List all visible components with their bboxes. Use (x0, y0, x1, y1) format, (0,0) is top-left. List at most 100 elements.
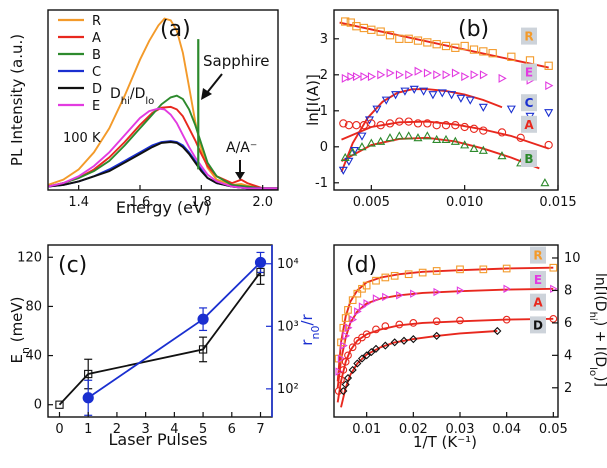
panel-d-point-A (362, 330, 371, 339)
panel-d-point-R (432, 267, 441, 275)
panel-b-badge-E-bg (521, 63, 537, 81)
panel-d-point-D (348, 365, 357, 375)
panel-b-point-B (394, 131, 404, 140)
panel-b-point-B (450, 136, 460, 145)
panel-d-point-A (334, 387, 343, 395)
panel-d-point-A (409, 319, 418, 327)
panel-c-point-En (256, 267, 265, 277)
panel-d-point-E (354, 307, 362, 316)
panel-d-point-E (382, 292, 390, 302)
panel-b-point-B (460, 140, 470, 149)
panel-b-point-R (413, 36, 423, 45)
panel-c-point-rn0 (254, 256, 267, 269)
panel-d-point-D (399, 336, 409, 345)
panel-b-point-A (339, 119, 348, 128)
panel-d-badge-R: R (533, 249, 542, 263)
panel-a-xtick-2-label: 2.0 (252, 195, 273, 210)
panel-b-point-R (376, 27, 385, 36)
panel-b-point-E (360, 72, 369, 82)
panel-b-point-R (460, 41, 469, 51)
panel-d-badge-D-bg (530, 316, 546, 334)
panel-b-point-E (347, 72, 356, 82)
panel-d-badge-E-bg (530, 270, 546, 288)
panel-b-point-C (437, 89, 447, 98)
panel-d-ytick-label: 8 (564, 283, 572, 298)
panel-b-frame (333, 9, 559, 191)
panel-d-point-E (342, 331, 351, 341)
panel-b-point-C (349, 146, 360, 156)
panel-c-line-En (58, 271, 262, 406)
panel-d-point-A (339, 366, 348, 374)
panel-d-point-A (549, 314, 558, 323)
panel-a-frame (47, 9, 279, 191)
panel-d-point-D (367, 348, 376, 357)
panel-d-point-D (343, 373, 353, 383)
panel-b-point-A (479, 126, 488, 135)
panel-d-badge-A-bg (530, 293, 546, 311)
panel-b-point-B (357, 142, 367, 151)
panel-d-point-D (362, 351, 371, 360)
panel-d-tag: (d) (346, 253, 377, 278)
panel-b-point-E (367, 72, 377, 82)
panel-d-point-D (493, 326, 502, 336)
panel-b-ytick--1-label: -1 (315, 176, 328, 191)
panel-b-point-A (441, 121, 451, 130)
panel-b-tag: (b) (458, 17, 489, 42)
panel-b-point-R (441, 41, 451, 51)
panel-d-point-D (353, 359, 362, 368)
panel-a-curves (47, 17, 278, 190)
panel-c-ylabel: En (meV) (8, 296, 32, 363)
a-aminus-label: A/A⁻ (226, 140, 257, 156)
panel-b-point-C (391, 91, 401, 100)
panel-b-point-R (451, 43, 460, 52)
panel-b-point-C (409, 85, 419, 94)
panel-d-point-A (502, 315, 511, 324)
panel-b-point-B (385, 133, 395, 142)
panel-b-point-C (381, 96, 391, 105)
panel-d-point-E (410, 289, 418, 298)
panel-b-point-E (423, 68, 433, 78)
temperature-label: 100 K (63, 131, 101, 146)
panel-b-point-C (344, 157, 354, 166)
panel-b-point-E (451, 68, 461, 78)
panel-b-point-E (442, 70, 451, 80)
legend-label-R: R (92, 14, 101, 29)
panel-c-point-En (84, 369, 93, 379)
panel-c-xtick-0-label: 0 (55, 422, 63, 437)
panel-b-point-R (341, 17, 350, 26)
panel-b-point-B (540, 178, 550, 187)
panel-b-point-E (461, 72, 470, 82)
panel-b-point-B (404, 131, 414, 140)
panel-b-point-A (432, 121, 441, 130)
panel-b-ytick-0-label: 0 (320, 140, 328, 155)
panel-b-point-R (469, 45, 479, 54)
panel-c-ytick-0-label: 0 (34, 398, 42, 413)
panel-b-point-C (357, 132, 367, 141)
panel-d-xtick-2-label: 0.03 (446, 422, 475, 437)
panel-d-point-R (372, 276, 380, 285)
panel-b-point-A (544, 140, 553, 150)
panel-d-point-E (344, 323, 353, 332)
panel-d-point-E (349, 315, 358, 324)
legend-label-E: E (92, 99, 100, 114)
panel-d-badge-R-bg (530, 246, 546, 264)
legend-label-D: D (92, 82, 102, 97)
panel-d-xlabel: 1/T (K⁻¹) (413, 433, 477, 451)
panel-b-point-E (405, 70, 414, 80)
panel-b-point-R (507, 52, 516, 61)
panel-b-point-C (428, 91, 438, 100)
panel-d-ytick-label: 2 (564, 381, 572, 396)
panel-d-point-D (390, 338, 399, 347)
panel-b-badges: R E CA B (521, 27, 537, 167)
panel-b-point-B (432, 134, 442, 144)
panel-d-point-A (381, 322, 390, 330)
panel-d-point-D (357, 354, 367, 363)
panel-b-point-R (395, 34, 404, 43)
panel-d-point-E (396, 291, 404, 300)
panel-d-fit-A (336, 317, 554, 403)
panel-c-y2tick-label: 10³ (277, 319, 299, 334)
